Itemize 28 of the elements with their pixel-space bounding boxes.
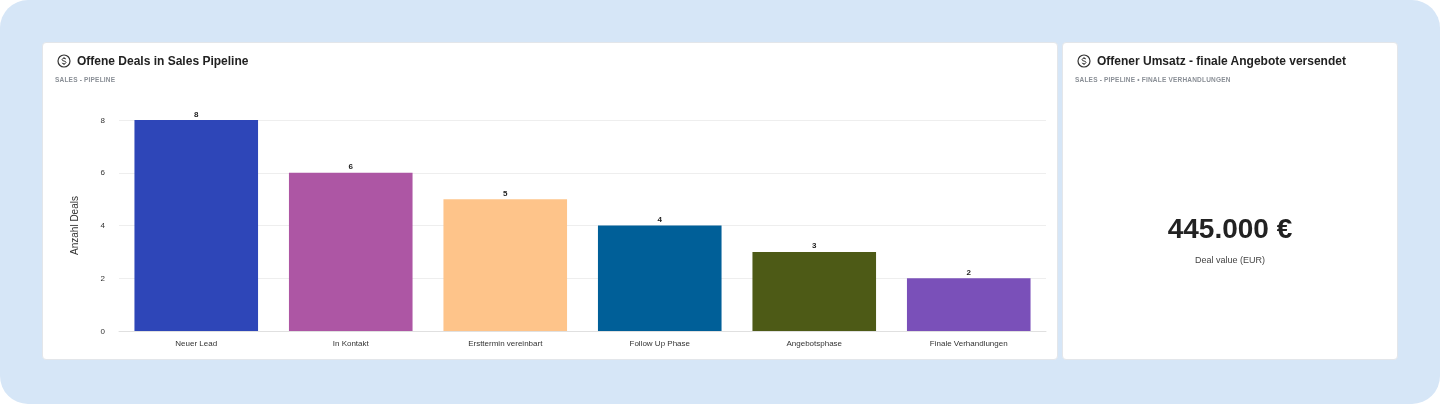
x-tick-label: Neuer Lead <box>175 338 218 348</box>
text: Deal value (EUR) <box>1194 255 1266 265</box>
y-tick-label: 8 <box>100 115 106 125</box>
x-tick-label: Follow Up Phase <box>629 338 691 348</box>
x-tick-label: Angebotsphase <box>786 338 843 348</box>
bar <box>597 225 722 331</box>
x-tick-label: Ersttermin vereinbart <box>468 338 544 348</box>
bar <box>134 120 259 331</box>
text: Offener Umsatz - finale Angebote versendet <box>1097 54 1346 68</box>
x-tick-label: Finale Verhandlungen <box>929 338 1008 348</box>
data-label: 2 <box>966 267 972 277</box>
y-axis-title: Anzahl Deals <box>68 196 80 255</box>
y-tick-label: 2 <box>100 273 106 283</box>
data-label: 4 <box>657 215 663 224</box>
data-label: 5 <box>503 188 509 198</box>
text: 445.000 € <box>1166 213 1294 245</box>
data-label: 3 <box>812 241 818 251</box>
bar <box>443 199 568 331</box>
data-label: 8 <box>194 109 200 119</box>
y-tick-label: 6 <box>100 168 106 178</box>
y-tick-label: 4 <box>100 221 106 230</box>
y-tick-label: 0 <box>100 326 106 336</box>
data-label: 6 <box>348 162 354 172</box>
bar <box>752 251 877 331</box>
x-tick-label: In Kontakt <box>332 338 370 348</box>
bar <box>288 172 413 331</box>
chart-title: Offene Deals in Sales Pipeline <box>77 54 249 68</box>
bar <box>906 278 1031 331</box>
